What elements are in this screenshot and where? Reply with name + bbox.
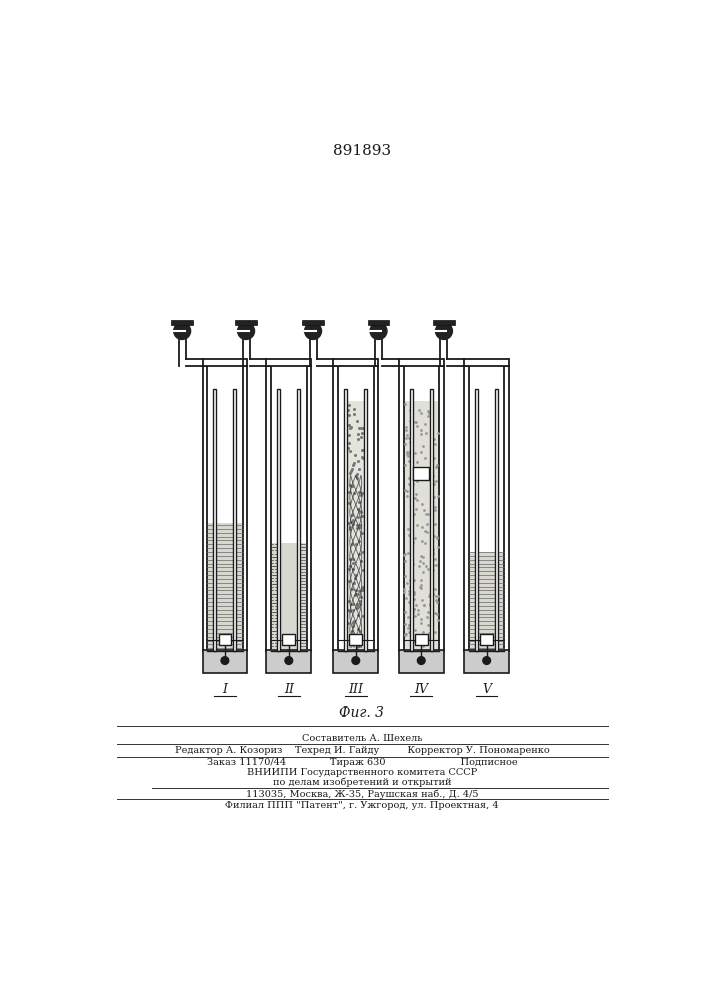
Bar [243,366,247,651]
Text: Составитель А. Шехель: Составитель А. Шехель [302,734,422,743]
Text: Фиг. 3: Фиг. 3 [339,706,385,720]
Bar [283,634,295,645]
Bar [347,401,364,651]
Bar [399,359,443,366]
Text: по делам изобретений и открытий: по делам изобретений и открытий [273,778,451,787]
Bar [504,366,509,651]
Bar [368,320,390,325]
Bar [495,389,498,651]
Bar [433,320,455,325]
Circle shape [436,323,452,339]
Text: III: III [349,683,363,696]
Bar [373,366,378,651]
Bar [203,650,247,673]
Bar [307,366,311,651]
Bar [404,401,439,651]
Text: ВНИИПИ Государственного комитета СССР: ВНИИПИ Государственного комитета СССР [247,768,477,777]
Bar [399,650,443,673]
Bar [267,366,271,651]
Bar [303,320,324,325]
Bar [281,543,297,651]
Bar [344,389,347,651]
Text: II: II [284,683,294,696]
Bar [409,389,413,651]
Circle shape [221,657,229,664]
Bar [334,366,338,651]
Bar [334,359,378,366]
Bar [277,389,281,651]
Bar [478,552,495,651]
Bar [271,543,277,651]
Text: Филиал ППП "Патент", г. Ужгород, ул. Проектная, 4: Филиал ППП "Патент", г. Ужгород, ул. Про… [225,801,498,810]
Bar [267,650,311,673]
Bar [430,389,433,651]
Bar [415,634,428,645]
Circle shape [483,657,491,664]
Circle shape [417,657,425,664]
Bar [349,634,362,645]
Bar [214,389,216,651]
Bar [236,523,243,651]
Circle shape [238,323,255,339]
Circle shape [305,323,322,339]
Text: 113035, Москва, Ж-35, Раушская наб., Д. 4/5: 113035, Москва, Ж-35, Раушская наб., Д. … [246,789,478,799]
Text: 891893: 891893 [333,144,391,158]
Text: I: I [223,683,228,696]
Circle shape [285,657,293,664]
Bar [203,366,207,651]
Bar [207,523,214,651]
Bar [464,366,469,651]
Circle shape [352,657,360,664]
Bar [218,634,231,645]
Bar [480,634,493,645]
Bar [233,389,236,651]
Bar [464,650,509,673]
Bar [235,320,257,325]
Bar [475,389,478,651]
Bar [300,543,307,651]
Bar [498,552,504,651]
Bar [297,389,300,651]
Bar [216,523,233,651]
Bar [203,359,247,366]
Bar [334,650,378,673]
Bar [439,366,443,651]
Bar [399,366,404,651]
Text: Редактор А. Козориз    Техред И. Гайду         Корректор У. Пономаренко: Редактор А. Козориз Техред И. Гайду Корр… [175,746,549,755]
Bar [469,552,475,651]
Text: V: V [482,683,491,696]
Circle shape [370,323,387,339]
Bar [364,389,368,651]
Circle shape [174,323,191,339]
Bar [171,320,193,325]
Bar [464,359,509,366]
Text: IV: IV [414,683,428,696]
Bar [413,466,429,480]
Text: Заказ 11170/44              Тираж 630                        Подписное: Заказ 11170/44 Тираж 630 Подписное [206,758,518,767]
Bar [267,359,311,366]
